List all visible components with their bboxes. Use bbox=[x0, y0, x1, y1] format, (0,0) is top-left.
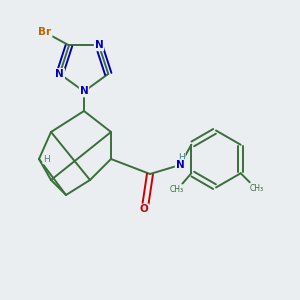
Text: H: H bbox=[43, 154, 50, 164]
Text: CH₃: CH₃ bbox=[250, 184, 264, 193]
Text: N: N bbox=[176, 160, 184, 170]
Text: N: N bbox=[80, 86, 88, 97]
Text: N: N bbox=[94, 40, 103, 50]
Text: H: H bbox=[178, 153, 185, 162]
Text: Br: Br bbox=[38, 27, 52, 37]
Text: O: O bbox=[140, 204, 148, 214]
Text: CH₃: CH₃ bbox=[169, 185, 183, 194]
Text: N: N bbox=[56, 69, 64, 79]
